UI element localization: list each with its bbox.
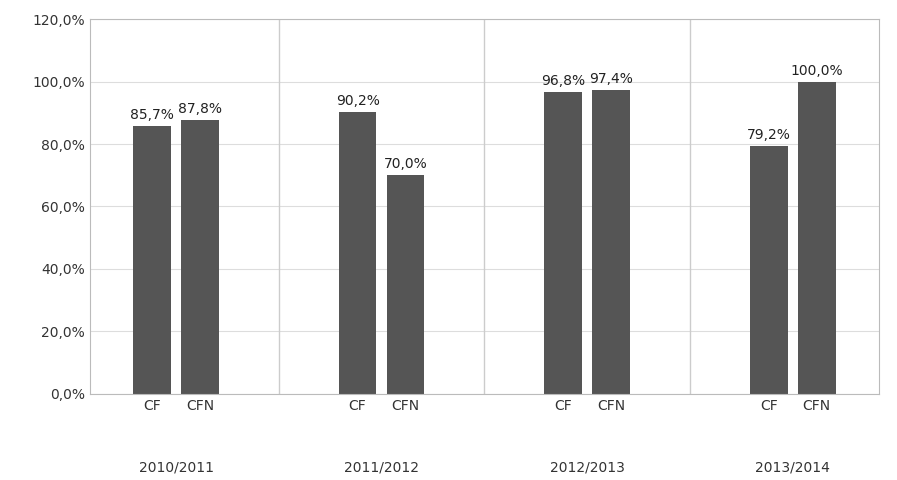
Text: 2011/2012: 2011/2012 <box>344 461 419 475</box>
Bar <box>750 146 788 394</box>
Text: 2013/2014: 2013/2014 <box>755 461 830 475</box>
Text: 79,2%: 79,2% <box>747 129 790 143</box>
Text: 90,2%: 90,2% <box>335 94 379 108</box>
Text: 97,4%: 97,4% <box>589 72 633 85</box>
Text: 96,8%: 96,8% <box>541 73 585 87</box>
Bar <box>544 92 582 394</box>
Text: 100,0%: 100,0% <box>790 63 843 78</box>
Text: 70,0%: 70,0% <box>384 157 428 171</box>
Text: 2010/2011: 2010/2011 <box>138 461 213 475</box>
Bar <box>181 120 219 394</box>
Bar <box>387 175 424 394</box>
Bar <box>797 82 835 394</box>
Text: 85,7%: 85,7% <box>130 108 174 122</box>
Bar <box>339 112 377 394</box>
Bar <box>592 90 630 394</box>
Text: 2012/2013: 2012/2013 <box>550 461 624 475</box>
Text: 87,8%: 87,8% <box>178 102 222 116</box>
Bar <box>134 126 171 394</box>
